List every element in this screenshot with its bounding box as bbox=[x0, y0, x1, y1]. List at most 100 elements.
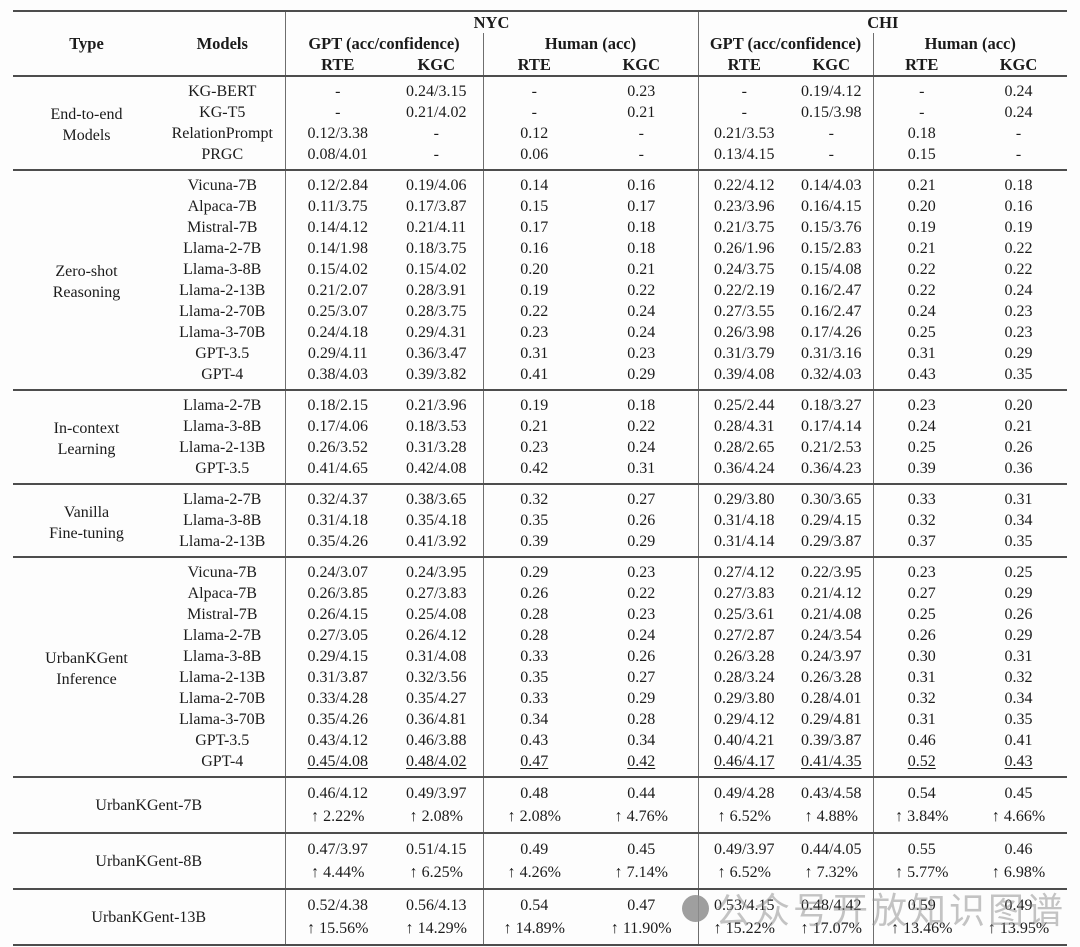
value-cell: 0.21 bbox=[907, 177, 936, 194]
model-cell: Llama-2-13B bbox=[160, 280, 286, 301]
value-cell: 0.27/3.05 bbox=[307, 627, 368, 644]
value-cell: 0.28/3.24 bbox=[714, 669, 775, 686]
col-group-chi-human: Human (acc) bbox=[924, 34, 1016, 53]
value-cell: 0.21/3.75 bbox=[714, 219, 775, 236]
value-cell: 0.24/3.75 bbox=[714, 261, 775, 278]
value-cell: 0.15/4.02 bbox=[390, 259, 484, 280]
value-cell: 0.28/3.91 bbox=[390, 280, 484, 301]
model-cell: Alpaca-7B bbox=[160, 583, 286, 604]
value-cell: 0.26 bbox=[1004, 606, 1033, 623]
table-row: Llama-3-70B 0.35/4.26 0.36/4.81 0.34 0.28 0.2… bbox=[13, 709, 1067, 730]
value-cell: 0.27/3.83 bbox=[714, 585, 775, 602]
value-cell: 0.28/3.75 bbox=[390, 301, 484, 322]
value-cell: 0.26/3.85 bbox=[307, 585, 368, 602]
value-cell: 0.40/4.21 bbox=[714, 732, 775, 749]
value-cell: 0.14/4.12 bbox=[307, 219, 368, 236]
value-cell: 0.17/4.14 bbox=[790, 416, 874, 437]
value-cell: 0.31/4.18 bbox=[714, 512, 775, 529]
value-cell: 0.41 bbox=[520, 366, 549, 383]
value-cell: 0.27/2.87 bbox=[714, 627, 775, 644]
value-cell: 0.17/4.06 bbox=[307, 418, 368, 435]
value-cell: 0.29 bbox=[1004, 345, 1033, 362]
value-cell: 0.21/4.11 bbox=[390, 217, 484, 238]
value-cell: 0.35 bbox=[1004, 366, 1033, 383]
summary-value-cell: 0.47/3.97 ↑ 4.44% bbox=[307, 841, 368, 881]
value-cell: 0.32 bbox=[1004, 669, 1033, 686]
value-cell: 0.19 bbox=[520, 282, 549, 299]
value-cell: 0.28/4.31 bbox=[714, 418, 775, 435]
value-cell: 0.18/3.27 bbox=[790, 390, 874, 416]
value-cell: 0.26/3.52 bbox=[307, 439, 368, 456]
value-cell: 0.31 bbox=[1004, 491, 1033, 508]
value-cell: 0.30/3.65 bbox=[790, 484, 874, 510]
value-cell: 0.22 bbox=[520, 303, 549, 320]
table-row: Llama-2-7B 0.14/1.98 0.18/3.75 0.16 0.18 0.26… bbox=[13, 238, 1067, 259]
table-row: KG-T5 - 0.21/4.02 - 0.21 - 0.15/3.98 - 0.24 bbox=[13, 102, 1067, 123]
value-cell: - bbox=[531, 83, 537, 100]
table-row: PRGC 0.08/4.01-0.06-0.13/4.15-0.15- bbox=[13, 144, 1067, 170]
summary-value-cell: 0.49 ↑ 4.26% bbox=[507, 841, 561, 881]
col-header-kgc: KGC bbox=[790, 54, 874, 76]
table-row: UrbanKGent Inference Vicuna-7B 0.24/3.07 0.2… bbox=[13, 557, 1067, 688]
value-cell: 0.24/3.95 bbox=[390, 557, 484, 583]
value-cell: 0.35/4.18 bbox=[390, 510, 484, 531]
col-group-chi-gpt: GPT (acc/confidence) bbox=[698, 33, 874, 54]
value-cell: 0.26/4.12 bbox=[390, 625, 484, 646]
value-cell: - bbox=[790, 123, 874, 144]
value-cell: 0.21/4.02 bbox=[390, 102, 484, 123]
table-summary-section: UrbanKGent-7B 0.46/4.12 ↑ 2.22% 0.49/3.97 ↑ … bbox=[13, 777, 1068, 833]
value-cell: 0.21 bbox=[585, 259, 699, 280]
summary-value-cell: 0.48/4.42 ↑ 17.07% bbox=[790, 889, 874, 945]
value-cell: - bbox=[335, 104, 341, 121]
summary-value-cell: 0.46/4.12 ↑ 2.22% bbox=[307, 785, 368, 825]
col-group-nyc: NYC bbox=[285, 11, 699, 33]
value-cell: 0.24/3.07 bbox=[307, 564, 368, 581]
model-cell: Llama-3-8B bbox=[160, 259, 286, 280]
value-cell: 0.24 bbox=[585, 322, 699, 343]
value-cell: 0.18 bbox=[907, 125, 936, 142]
value-cell: 0.31/3.87 bbox=[307, 669, 368, 686]
value-cell: 0.18/2.15 bbox=[307, 397, 368, 414]
type-cell: End-to-end Models bbox=[50, 106, 123, 144]
value-cell: 0.20 bbox=[520, 261, 549, 278]
value-cell: 0.26 bbox=[907, 627, 936, 644]
model-cell: Mistral-7B bbox=[160, 217, 286, 238]
summary-value-cell: 0.49/3.97 ↑ 2.08% bbox=[390, 777, 484, 833]
value-cell: 0.39/4.08 bbox=[714, 366, 775, 383]
value-cell: 0.32 bbox=[520, 491, 549, 508]
value-cell: 0.41/3.92 bbox=[390, 531, 484, 557]
col-group-chi: CHI bbox=[867, 13, 899, 32]
value-cell: 0.29/4.81 bbox=[790, 709, 874, 730]
value-cell: 0.33 bbox=[520, 648, 549, 665]
col-header-kgc: KGC bbox=[390, 54, 484, 76]
value-cell: 0.21/3.96 bbox=[390, 390, 484, 416]
col-header-models: Models bbox=[160, 11, 286, 76]
value-cell: 0.27 bbox=[585, 484, 699, 510]
value-cell: 0.24 bbox=[585, 437, 699, 458]
table-row: In-context Learning Llama-2-7B 0.18/2.15 0.2… bbox=[13, 390, 1067, 458]
value-cell: 0.21/2.07 bbox=[307, 282, 368, 299]
value-cell: 0.43 bbox=[907, 366, 936, 383]
value-cell: 0.43/4.12 bbox=[307, 732, 368, 749]
value-cell: 0.31 bbox=[585, 458, 699, 484]
value-cell: 0.41/4.35 bbox=[790, 751, 874, 777]
value-cell: 0.25/3.61 bbox=[714, 606, 775, 623]
value-cell: 0.14 bbox=[520, 177, 549, 194]
value-cell: 0.29/4.12 bbox=[714, 711, 775, 728]
value-cell: 0.15 bbox=[907, 146, 936, 163]
table-row: Alpaca-7B 0.26/3.85 0.27/3.83 0.26 0.22 0.27/… bbox=[13, 583, 1067, 604]
value-cell: 0.39/3.87 bbox=[790, 730, 874, 751]
value-cell: 0.29 bbox=[585, 688, 699, 709]
value-cell: 0.22 bbox=[585, 280, 699, 301]
value-cell: 0.25 bbox=[1004, 564, 1033, 581]
value-cell: 0.19 bbox=[1004, 219, 1033, 236]
value-cell: 0.27 bbox=[585, 667, 699, 688]
value-cell: 0.15/4.02 bbox=[307, 261, 368, 278]
table-summary-section: UrbanKGent-13B 0.52/4.38 ↑ 15.56% 0.56/4.13… bbox=[13, 889, 1068, 945]
value-cell: 0.18 bbox=[1004, 177, 1033, 194]
value-cell: - bbox=[790, 144, 874, 170]
model-cell: Llama-2-70B bbox=[160, 688, 286, 709]
table-section: End-to-end Models KG-BERT -0.24/3.15-0.23-0… bbox=[13, 76, 1068, 170]
value-cell: 0.17 bbox=[585, 196, 699, 217]
table-section: In-context Learning Llama-2-7B 0.18/2.15 0.2… bbox=[13, 390, 1068, 484]
